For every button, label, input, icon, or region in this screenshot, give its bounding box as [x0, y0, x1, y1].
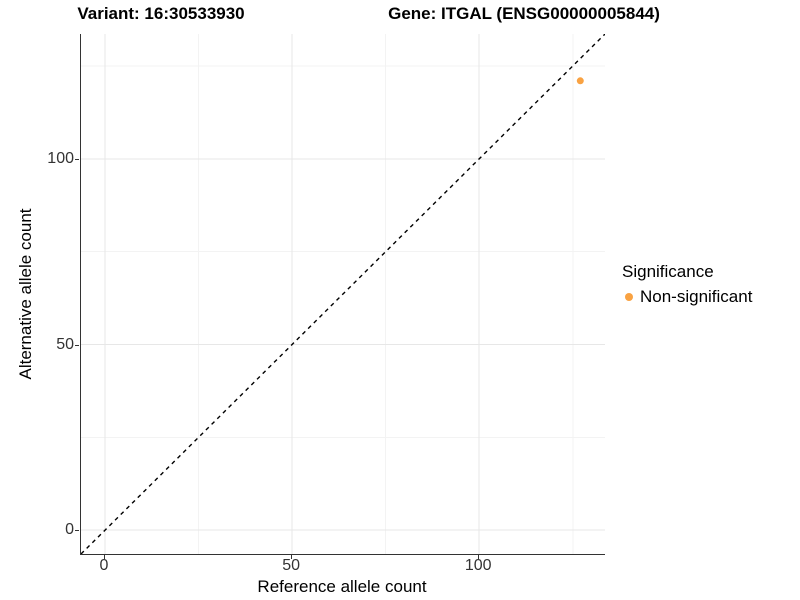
- legend: Significance Non-significant: [622, 262, 752, 307]
- panel-canvas: [81, 34, 605, 554]
- x-axis-title: Reference allele count: [257, 577, 427, 596]
- y-tick-mark: [75, 158, 79, 160]
- x-tick-label: 0: [99, 557, 109, 574]
- y-tick-label: 0: [65, 521, 74, 539]
- plot-title-variant: Variant: 16:30533930: [77, 4, 245, 23]
- data-point: [576, 77, 584, 85]
- x-tick-mark: [291, 555, 293, 559]
- chart-panel: [80, 34, 605, 555]
- x-tick-label: 50: [282, 557, 300, 574]
- legend-item-label: Non-significant: [640, 287, 753, 306]
- legend-title: Significance: [622, 262, 714, 281]
- plot-title-gene: Gene: ITGAL (ENSG00000005844): [388, 4, 660, 23]
- x-tick-label: 100: [464, 557, 492, 574]
- y-tick-label: 100: [47, 149, 74, 167]
- x-tick-mark: [478, 555, 480, 559]
- y-tick-label: 50: [56, 335, 74, 353]
- identity-line: [81, 34, 605, 554]
- legend-item: Non-significant: [622, 287, 752, 307]
- y-tick-mark: [75, 530, 79, 532]
- y-axis-title: Alternative allele count: [16, 208, 35, 380]
- y-tick-mark: [75, 344, 79, 346]
- x-tick-mark: [103, 555, 105, 559]
- legend-point-swatch-icon: [625, 293, 633, 301]
